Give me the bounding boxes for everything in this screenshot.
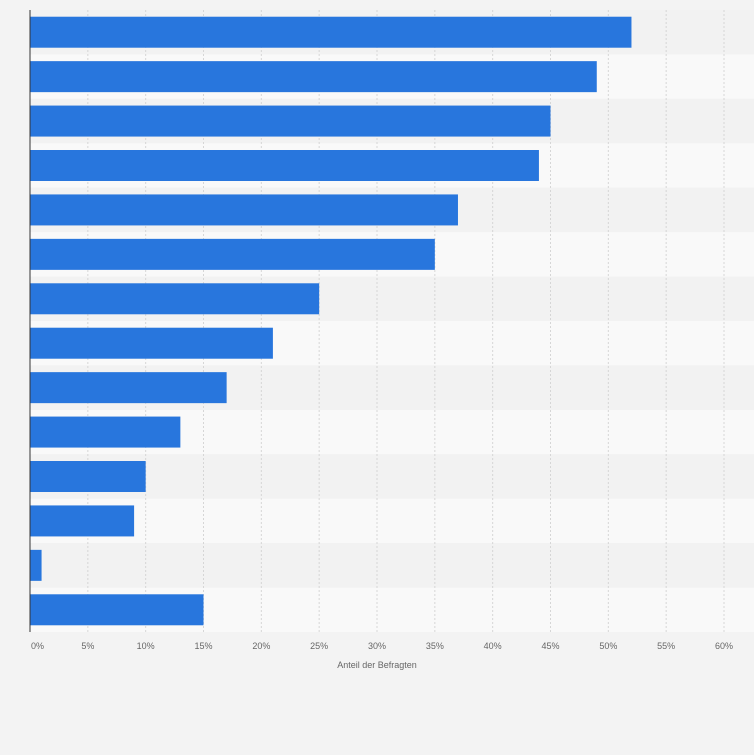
x-tick-label: 30% — [368, 641, 386, 651]
x-tick-label: 0% — [31, 641, 44, 651]
bar[interactable] — [30, 549, 42, 581]
x-tick-label: 10% — [137, 641, 155, 651]
bar[interactable] — [30, 327, 273, 359]
bar[interactable] — [30, 505, 135, 537]
x-tick-label: 60% — [715, 641, 733, 651]
bar[interactable] — [30, 283, 320, 315]
bars — [30, 16, 632, 626]
bar[interactable] — [30, 16, 632, 48]
row-bands — [30, 10, 754, 632]
bar[interactable] — [30, 372, 227, 404]
bar[interactable] — [30, 238, 435, 270]
x-tick-label: 5% — [81, 641, 94, 651]
bar[interactable] — [30, 594, 204, 626]
bar[interactable] — [30, 150, 539, 181]
x-tick-label: 55% — [657, 641, 675, 651]
bar[interactable] — [30, 416, 181, 448]
x-tick-label: 35% — [426, 641, 444, 651]
row-band — [30, 498, 754, 544]
x-tick-label: 15% — [194, 641, 212, 651]
bar[interactable] — [30, 461, 146, 492]
x-axis-title: Anteil der Befragten — [337, 660, 417, 670]
x-tick-label: 20% — [252, 641, 270, 651]
x-axis-ticks: 0% 5% 10% 15% 20% 25% 30% 35% 40% 45% 50% 55% 60% — [31, 641, 733, 651]
x-tick-label: 45% — [541, 641, 559, 651]
x-tick-label: 25% — [310, 641, 328, 651]
x-tick-label: 50% — [599, 641, 617, 651]
bar[interactable] — [30, 194, 458, 226]
bar[interactable] — [30, 61, 597, 93]
row-band — [30, 454, 754, 499]
row-band — [30, 543, 754, 588]
bar[interactable] — [30, 105, 551, 137]
x-tick-label: 40% — [484, 641, 502, 651]
